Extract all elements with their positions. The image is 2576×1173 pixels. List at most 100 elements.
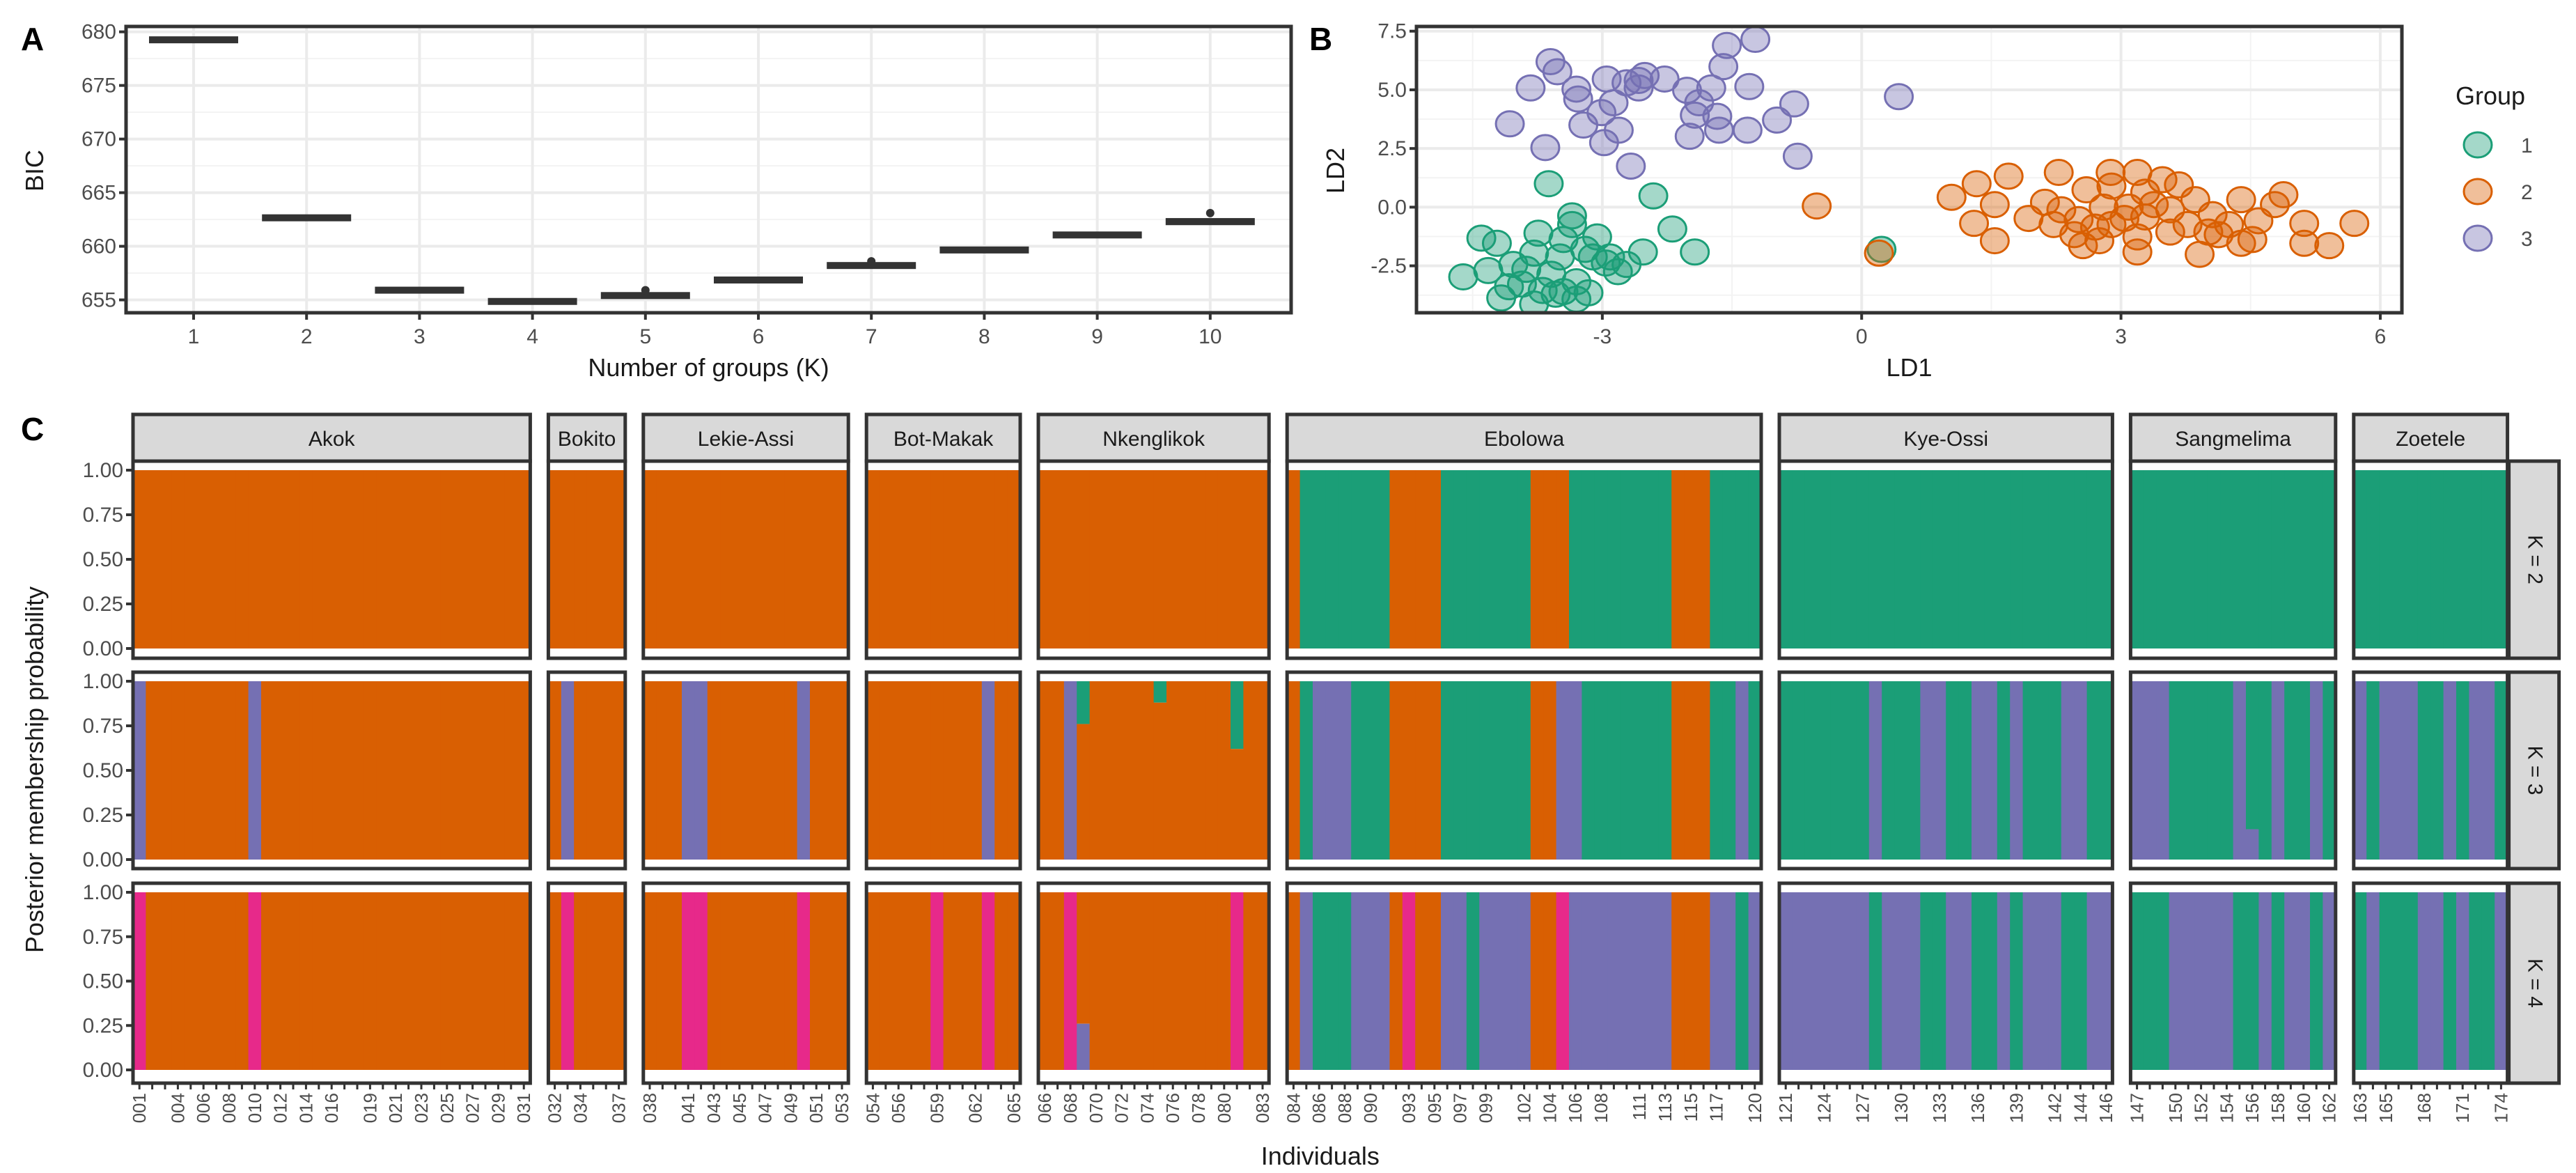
x-tick-label: 6 [753,325,765,348]
bar-segment-bot-makak [969,681,983,860]
point-group-3 [1712,31,1742,59]
bar-segment-ebolowa [1441,470,1454,648]
bar-segment-zoetele [2456,470,2469,648]
bar-segment-kye-ossi [1830,470,1844,648]
bar-segment-kye-ossi [1804,470,1818,648]
bar-segment-nkenglikok [1127,892,1141,1070]
bar-segment-sangmelima [2156,470,2170,648]
bar-segment-lekie-assi [746,892,759,1070]
bar-segment-nkenglikok [1217,681,1231,860]
bar-segment-zoetele [2405,470,2419,648]
bar-segment-lekie-assi [797,892,811,1070]
bar-segment-ebolowa [1377,470,1390,648]
point-group-1 [1638,182,1669,210]
bar-segment-ebolowa [1402,470,1416,648]
bar-segment-nkenglikok [1153,470,1167,648]
x-tick-label: 156 [2242,1093,2263,1123]
bar-segment-lekie-assi [656,470,670,648]
bar-segment-ebolowa [1569,892,1582,1070]
x-tick-label: 113 [1655,1093,1676,1121]
bar-segment-bokito [548,892,562,1070]
bar-segment-lekie-assi [669,892,682,1070]
bar-segment-ebolowa [1377,892,1390,1070]
facet-strip-label: Bot-Makak [893,428,994,451]
x-tick-label: 121 [1775,1093,1796,1123]
bar-segment-akok [248,470,262,648]
point-group-3 [1740,26,1771,54]
x-tick-label: 037 [609,1093,630,1123]
bar-segment-ebolowa [1530,470,1544,648]
point-group-1 [1536,261,1567,288]
bar-segment-sangmelima [2130,892,2144,1070]
bar-segment-sangmelima [2130,470,2144,648]
bar-segment-nkenglikok [1051,681,1065,860]
bar-segment-kye-ossi [2022,681,2036,860]
bar-segment-ebolowa [1684,681,1698,860]
point-group-2 [1961,170,1992,198]
bar-segment-ebolowa [1338,470,1352,648]
bar-segment-akok [286,681,300,860]
bar-segment-zoetele [2417,681,2431,860]
bar-segment-zoetele [2495,681,2508,860]
x-tick-label: 032 [545,1093,565,1123]
bar-segment-nkenglikok [1243,892,1257,1070]
x-tick-label: 010 [244,1093,265,1123]
panel-label: C [21,411,44,447]
point-group-3 [1779,90,1809,118]
bar-segment-ebolowa [1466,470,1480,648]
bar-segment-kye-ossi [2086,470,2100,648]
facet-strip-k-label: K = 3 [2524,746,2547,795]
bar-segment-kye-ossi [1920,470,1934,648]
bar-segment-ebolowa [1492,470,1506,648]
bar-segment-sangmelima [2323,470,2336,648]
bar-segment-bot-makak [866,892,880,1070]
bar-segment-kye-ossi [2061,892,2075,1070]
bar-segment-nkenglikok [1192,892,1205,1070]
point-group-1 [1466,224,1497,252]
bar-segment-bot-makak [892,892,905,1070]
bar-segment-kye-ossi [2100,892,2113,1070]
bar-segment-ebolowa [1594,681,1608,860]
bar-segment-akok [197,892,210,1070]
x-tick-label: 027 [462,1093,483,1123]
bar-segment-akok [184,681,198,860]
bar-segment-sangmelima [2207,470,2221,648]
x-tick-label: 144 [2070,1093,2091,1123]
bar-segment-bot-makak [943,470,957,648]
facet-strip-label: Sangmelima [2175,428,2291,451]
bar-segment-kye-ossi [1972,892,1985,1070]
x-tick-label: 10 [1199,325,1221,348]
bar-segment-nkenglikok [1115,681,1129,860]
y-tick-label: 670 [81,128,116,151]
bar-segment-akok [171,681,185,860]
bar-segment-akok [261,681,274,860]
points-layer [1448,26,2370,313]
bar-segment-akok [504,681,518,860]
point-group-2 [2122,238,2153,266]
bar-segment-sangmelima [2271,470,2285,648]
point-group-2 [2139,191,2169,219]
bar-segment-ebolowa [1697,892,1710,1070]
bar-segment-bokito [586,681,600,860]
bar-segment-nkenglikok [1256,892,1270,1070]
y-tick-label: 665 [81,182,116,205]
x-axis-title: Individuals [1261,1142,1380,1170]
plot-background [126,26,1291,313]
bar-segment-ebolowa [1505,892,1518,1070]
bar-segment-ebolowa [1633,681,1646,860]
bar-segment-lekie-assi [643,681,657,860]
y-tick-label: 0.25 [83,804,123,827]
bar-segment-zoetele [2443,681,2457,860]
bar-segment-kye-ossi [1882,681,1896,860]
facet-frame [864,881,1022,1085]
bar-segment-bot-makak [969,470,983,648]
bar-segment-sangmelima [2310,892,2323,1070]
bar-segment-akok [286,892,300,1070]
bar-segment-nkenglikok [1102,892,1116,1070]
bar-segment-ebolowa [1658,892,1672,1070]
point-group-2 [1979,191,2010,219]
bar-segment-lekie-assi [810,681,823,860]
bar-segment-zoetele [2392,892,2405,1070]
bar-segment-ebolowa [1748,892,1762,1070]
x-tick-label: 099 [1475,1093,1496,1123]
